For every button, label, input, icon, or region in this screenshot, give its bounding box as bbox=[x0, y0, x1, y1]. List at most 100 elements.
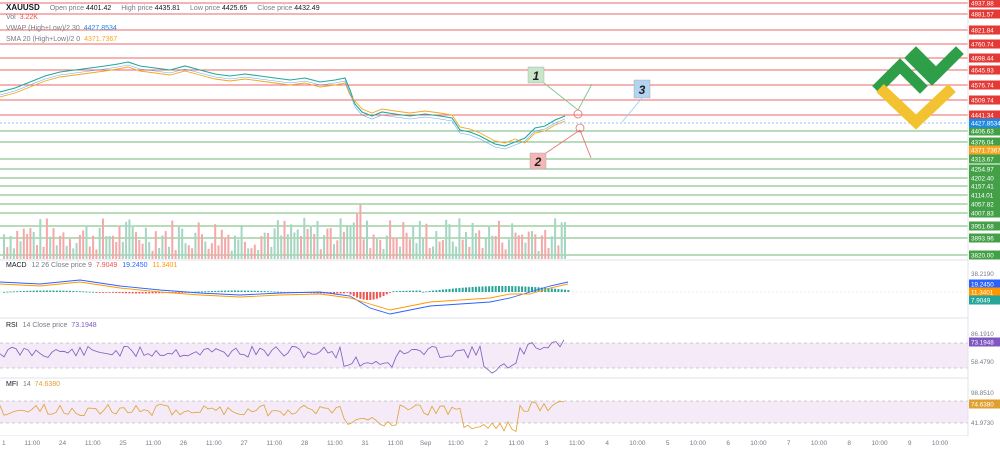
macd-histogram-bar bbox=[356, 292, 359, 298]
volume-bar bbox=[498, 220, 500, 259]
symbol-label[interactable]: XAUUSD bbox=[6, 3, 40, 12]
volume-bar bbox=[405, 232, 408, 259]
mfi-band bbox=[0, 401, 968, 423]
macd-histogram-bar bbox=[144, 292, 147, 294]
volume-bar bbox=[323, 235, 326, 259]
volume-bar bbox=[339, 218, 342, 259]
volume-bar bbox=[540, 235, 543, 259]
volume-bar bbox=[105, 236, 108, 259]
support-tag: 4254.97 bbox=[971, 167, 994, 174]
volume-bar bbox=[517, 235, 520, 259]
sma-legend[interactable]: SMA 20 (High+Low)/2 0 4371.7367 bbox=[6, 36, 117, 43]
macd-histogram-bar bbox=[154, 292, 157, 294]
support-tag-bg bbox=[969, 154, 1000, 164]
macd-histogram-bar bbox=[19, 291, 22, 292]
rsi-line bbox=[0, 339, 565, 374]
support-tag: 3951.68 bbox=[971, 224, 994, 231]
vwap-legend[interactable]: VWAP (High+Low)/2 30 4427.8534 bbox=[6, 25, 117, 32]
macd-histogram-bar bbox=[243, 290, 246, 292]
support-tag: 4114.01 bbox=[971, 193, 994, 200]
volume-bar bbox=[342, 231, 345, 259]
volume-bar bbox=[293, 232, 296, 259]
macd-histogram-bar bbox=[121, 292, 124, 294]
mfi-axis-label: 98.8510 bbox=[971, 390, 994, 397]
volume-bar bbox=[201, 234, 203, 259]
volume-bar bbox=[494, 235, 497, 259]
mfi-axis-label: 41.9730 bbox=[971, 420, 994, 427]
volume-bar bbox=[326, 228, 329, 259]
volume-bar bbox=[273, 228, 276, 259]
volume-bar bbox=[171, 220, 174, 259]
volume-bar bbox=[418, 220, 421, 259]
macd-histogram-bar bbox=[3, 291, 5, 293]
macd-histogram-bar bbox=[22, 290, 25, 292]
macd-histogram-bar bbox=[32, 290, 35, 292]
macd-histogram-bar bbox=[468, 287, 471, 292]
volume-bar bbox=[534, 234, 537, 259]
time-tick-label: 3 bbox=[545, 440, 549, 447]
volume-bar bbox=[402, 222, 405, 259]
macd-histogram-bar bbox=[342, 292, 345, 294]
macd-histogram-bar bbox=[98, 292, 101, 293]
time-tick-label: 11:00 bbox=[206, 440, 222, 447]
volume-bar bbox=[16, 230, 19, 259]
resistance-tag-bg bbox=[969, 9, 1000, 19]
time-tick-label: 2 bbox=[484, 440, 488, 447]
volume-bar bbox=[69, 239, 71, 259]
macd-legend[interactable]: MACD 12 26 Close price 9 7.9049 19.2450 … bbox=[6, 262, 177, 269]
annotation-pointer bbox=[543, 82, 579, 111]
macd-histogram-bar bbox=[471, 286, 474, 292]
volume-bar bbox=[514, 232, 517, 259]
macd-histogram-bar bbox=[554, 288, 557, 292]
volume-bar bbox=[316, 220, 319, 259]
low-value: 4425.65 bbox=[222, 5, 248, 12]
macd-histogram-bar bbox=[88, 291, 91, 293]
volume-bar bbox=[428, 248, 431, 259]
macd-histogram-bar bbox=[224, 290, 227, 292]
volume-bar bbox=[204, 241, 207, 259]
macd-histogram-bar bbox=[158, 292, 161, 294]
macd-histogram-bar bbox=[102, 292, 104, 293]
time-tick-label: 11:00 bbox=[145, 440, 161, 447]
macd-value-1: 7.9049 bbox=[95, 262, 118, 269]
volume-bar bbox=[174, 250, 177, 259]
volume-bar bbox=[144, 227, 147, 259]
time-tick-label: 8 bbox=[847, 440, 851, 447]
macd-histogram-bar bbox=[531, 286, 533, 292]
volume-bar bbox=[395, 237, 398, 259]
time-tick-label: 11:00 bbox=[569, 440, 585, 447]
time-tick-label: 11:00 bbox=[85, 440, 101, 447]
volume-bar bbox=[448, 224, 451, 259]
volume-bar bbox=[118, 225, 121, 259]
volume-bar bbox=[187, 245, 190, 259]
volume-legend[interactable]: Vol 3.22K bbox=[6, 14, 38, 21]
volume-bar bbox=[65, 245, 68, 259]
volume-bar bbox=[135, 232, 137, 259]
macd-histogram-bar bbox=[85, 291, 88, 293]
macd-histogram-bar bbox=[382, 292, 385, 296]
rsi-legend[interactable]: RSI 14 Close price 73.1948 bbox=[6, 322, 97, 329]
rsi-band bbox=[0, 343, 968, 368]
macd-histogram-bar bbox=[194, 291, 197, 293]
volume-bar bbox=[92, 235, 95, 259]
macd-histogram-bar bbox=[201, 291, 203, 293]
mfi-legend[interactable]: MFI 14 74.6380 bbox=[6, 381, 60, 388]
macd-histogram-bar bbox=[412, 290, 415, 292]
time-tick-label: 7 bbox=[787, 440, 791, 447]
macd-histogram-bar bbox=[488, 286, 491, 292]
target-circle bbox=[573, 109, 583, 119]
macd-histogram-bar bbox=[428, 291, 431, 292]
volume-bar bbox=[121, 241, 124, 259]
resistance-tag-bg bbox=[969, 0, 1000, 8]
support-tag: 4313.67 bbox=[971, 157, 994, 164]
volume-bar bbox=[296, 229, 299, 259]
macd-histogram-bar bbox=[210, 290, 213, 292]
time-tick-label: 6 bbox=[726, 440, 730, 447]
macd-histogram-bar bbox=[227, 290, 230, 292]
macd-histogram-bar bbox=[550, 288, 553, 292]
macd-histogram-bar bbox=[174, 292, 177, 293]
macd-line bbox=[0, 279, 569, 315]
macd-histogram-bar bbox=[217, 290, 220, 292]
